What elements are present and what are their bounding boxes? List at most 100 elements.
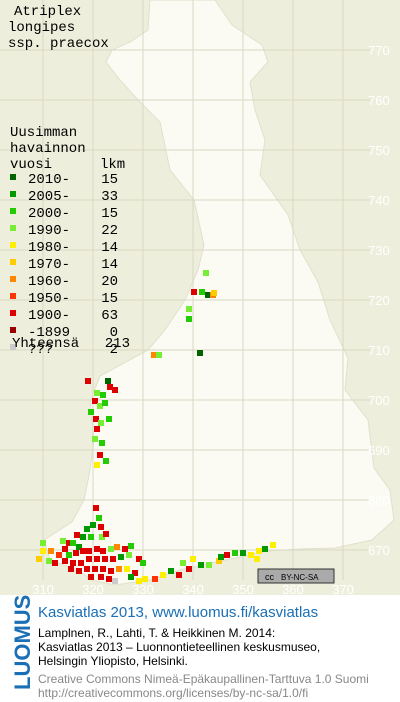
northing-label: 700 [368,393,390,408]
observation [70,540,76,546]
observation [66,540,72,546]
easting-label: 310 [32,582,54,597]
northing-label: 770 [368,43,390,58]
observation [78,560,84,566]
legend-label: 1960- [28,274,70,290]
observation [46,558,52,564]
easting-label: 320 [82,582,104,597]
legend-count: 15 [101,291,118,307]
legend-swatch [10,310,16,316]
observation [140,560,146,566]
legend-swatch [10,242,16,248]
observation [118,554,124,560]
observation [98,574,104,580]
observation [52,560,58,566]
legend-swatch [10,293,16,299]
observation [114,544,120,550]
northing-label: 730 [368,243,390,258]
observation [70,560,76,566]
observation [160,572,166,578]
northing-label: 670 [368,543,390,558]
legend-count: 20 [101,274,118,290]
northing-label: 690 [368,443,390,458]
observation [254,556,260,562]
easting-label: 370 [332,582,354,597]
observation [92,436,98,442]
observation [76,568,82,574]
observation [93,505,99,511]
legend-total-label: Yhteensä [12,336,79,352]
observation [128,543,134,549]
observation [84,566,90,572]
easting-label: 350 [232,582,254,597]
observation [126,552,132,558]
legend-label: 1900- [28,308,70,324]
observation [122,546,128,552]
observation [197,350,203,356]
observation [136,578,142,584]
northing-label: 710 [368,343,390,358]
legend-count: 14 [101,257,118,273]
observation [191,289,197,295]
observation [270,542,276,548]
observation [92,566,98,572]
observation [256,548,262,554]
observation [86,548,92,554]
observation [66,552,72,558]
observation [206,562,212,568]
observation [112,387,118,393]
observation [60,538,66,544]
badge-cc: cc [265,572,275,582]
observation [180,560,186,566]
observation [132,570,138,576]
footer-headline: Kasviatlas 2013, www.luomus.fi/kasviatla… [38,604,318,621]
observation [98,524,104,530]
observation [110,556,116,562]
observation [85,378,91,384]
legend-label: 2010- [28,172,70,188]
observation [73,550,79,556]
observation [262,546,268,552]
northing-label: 680 [368,493,390,508]
legend-swatch [10,344,16,350]
observation [128,574,134,580]
legend-swatch [10,276,16,282]
observation [106,576,112,582]
observation [88,409,94,415]
observation [103,458,109,464]
observation [102,556,108,562]
observation [56,552,62,558]
observation [40,540,46,546]
observation [74,532,80,538]
citation: Helsingin Yliopisto, Helsinki. [38,654,188,668]
observation [68,566,74,572]
observation [94,556,100,562]
observation [107,384,113,390]
observation [88,574,94,580]
observation [94,426,100,432]
legend-swatch [10,191,16,197]
legend-swatch [10,174,16,180]
observation [62,558,68,564]
legend-label: 1970- [28,257,70,273]
northing-label: 740 [368,193,390,208]
legend-header: vuosi [10,157,52,173]
observation [151,352,157,358]
observation [106,416,112,422]
citation: Lamplnen, R., Lahti, T. & Heikkinen M. 2… [38,626,275,640]
northing-label: 750 [368,143,390,158]
legend-swatch [10,327,16,333]
observation [98,420,104,426]
observation [76,544,82,550]
observation [96,515,102,521]
license-text: Creative Commons Nimeä-Epäkaupallinen-Ta… [38,672,369,686]
legend-swatch [10,208,16,214]
observation [62,546,68,552]
observation [211,290,217,296]
observation [205,292,211,298]
observation [248,552,254,558]
observation [168,568,174,574]
observation [216,558,222,564]
title-line: Atriplex [14,4,81,20]
